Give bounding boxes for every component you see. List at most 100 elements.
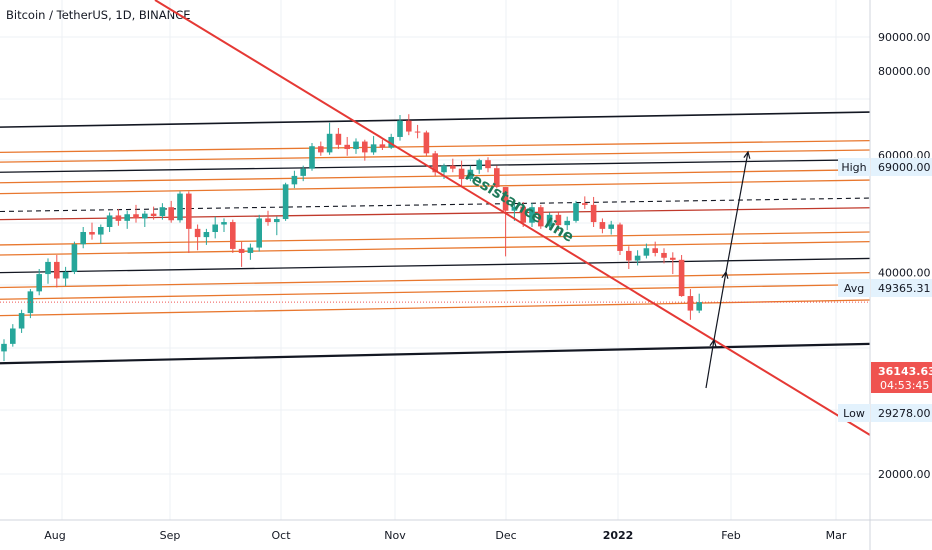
candle-body-0 xyxy=(1,343,7,352)
candle-body-42 xyxy=(370,144,377,153)
candle-body-51 xyxy=(450,165,456,169)
price-tag-name-bg-4 xyxy=(838,404,870,422)
channel-line-1 xyxy=(0,299,871,317)
candle-body-60 xyxy=(529,207,535,223)
channel-line-2 xyxy=(0,283,871,300)
chart-title: Bitcoin / TetherUS, 1D, BINANCE xyxy=(6,8,191,22)
candle-body-18 xyxy=(159,207,166,217)
candle-body-57 xyxy=(502,187,509,211)
projection-path xyxy=(705,151,749,389)
candle-body-27 xyxy=(238,248,245,253)
candle-body-48 xyxy=(423,132,430,154)
candle-body-79 xyxy=(696,302,702,311)
candle-body-68 xyxy=(599,222,606,229)
candle-body-66 xyxy=(582,203,588,205)
candle-body-22 xyxy=(194,228,201,238)
candle-body-41 xyxy=(362,141,368,153)
x-tick-label-7: Mar xyxy=(826,529,847,542)
candle-body-1 xyxy=(10,328,16,344)
candle-body-78 xyxy=(687,296,694,311)
candle-body-34 xyxy=(300,168,306,176)
candle-body-49 xyxy=(432,153,438,173)
candle-body-52 xyxy=(458,168,465,180)
candle-body-39 xyxy=(344,144,350,150)
projection-arrows xyxy=(705,150,751,389)
candle-body-65 xyxy=(573,203,579,221)
x-tick-label-2: Oct xyxy=(271,529,291,542)
candle-body-4 xyxy=(36,274,42,292)
candle-body-43 xyxy=(379,144,386,148)
channel-line-9 xyxy=(0,179,871,195)
candle-body-59 xyxy=(520,206,526,223)
candle-body-53 xyxy=(467,169,474,180)
current-price-value: 36143.63 xyxy=(878,365,932,378)
candle-body-21 xyxy=(186,193,192,229)
price-tag-name-bg-1 xyxy=(838,279,870,297)
candle-body-36 xyxy=(318,146,324,153)
x-tick-label-0: Aug xyxy=(44,529,65,542)
candle-body-58 xyxy=(511,206,518,211)
arrow-head-2 xyxy=(743,150,751,159)
candle-body-29 xyxy=(256,218,262,248)
candle-body-71 xyxy=(626,250,632,261)
candle-body-7 xyxy=(62,271,69,279)
candle-body-17 xyxy=(150,213,157,217)
candle-body-47 xyxy=(414,131,421,133)
candle-body-20 xyxy=(177,193,183,221)
price-tag-value-4: 29278.00 xyxy=(878,407,931,420)
y-tick-label-1: 40000.00 xyxy=(878,267,931,280)
candle-body-14 xyxy=(124,214,130,221)
price-tag-name-0: High xyxy=(841,161,866,174)
x-tick-label-4: Dec xyxy=(495,529,516,542)
candle-body-26 xyxy=(230,222,236,249)
candle-body-13 xyxy=(115,215,122,221)
candle-body-2 xyxy=(18,313,25,329)
candle-body-63 xyxy=(555,214,562,226)
candle-body-62 xyxy=(546,214,553,227)
candle-body-37 xyxy=(326,133,333,153)
candle-body-10 xyxy=(89,232,95,235)
candle-body-40 xyxy=(353,141,359,150)
candle-body-54 xyxy=(476,160,482,170)
grid-lines xyxy=(0,0,870,520)
candle-body-11 xyxy=(98,226,104,235)
candle-body-28 xyxy=(247,247,254,253)
candle-body-76 xyxy=(670,257,676,260)
price-tag-value-bg-0 xyxy=(871,158,932,176)
channel-line-14 xyxy=(0,111,871,128)
candles xyxy=(0,114,870,362)
channel-line-8 xyxy=(0,197,871,213)
price-tag-value-1: 49365.31 xyxy=(878,282,931,295)
candle-body-19 xyxy=(168,207,174,221)
resistance-line xyxy=(154,0,871,436)
candle-body-5 xyxy=(45,261,51,275)
candle-body-55 xyxy=(485,160,491,169)
candle-body-16 xyxy=(142,213,148,219)
arrow-head-0 xyxy=(709,338,717,347)
candle-body-12 xyxy=(106,215,113,227)
channel-line-10 xyxy=(0,169,871,184)
current-price-tag-bg xyxy=(871,362,932,393)
candle-body-75 xyxy=(661,252,667,258)
candle-body-33 xyxy=(291,175,298,185)
candle-body-9 xyxy=(80,232,86,245)
candle-body-32 xyxy=(282,184,289,220)
channel-line-6 xyxy=(0,231,871,246)
y-tick-label-3: 80000.00 xyxy=(878,65,931,78)
candle-body-73 xyxy=(643,248,650,256)
candle-body-69 xyxy=(608,224,614,229)
candle-body-6 xyxy=(54,261,60,279)
channel-line-13 xyxy=(0,139,871,154)
channel-lines xyxy=(0,111,871,365)
candle-body-15 xyxy=(133,214,139,219)
price-tag-value-bg-1 xyxy=(871,279,932,297)
candle-body-67 xyxy=(590,204,597,223)
x-tick-label-6: Feb xyxy=(721,529,740,542)
y-tick-label-4: 90000.00 xyxy=(878,31,931,44)
resistance-layer: resistance line xyxy=(154,0,871,436)
channel-line-5 xyxy=(0,240,871,256)
candle-body-56 xyxy=(494,168,500,188)
